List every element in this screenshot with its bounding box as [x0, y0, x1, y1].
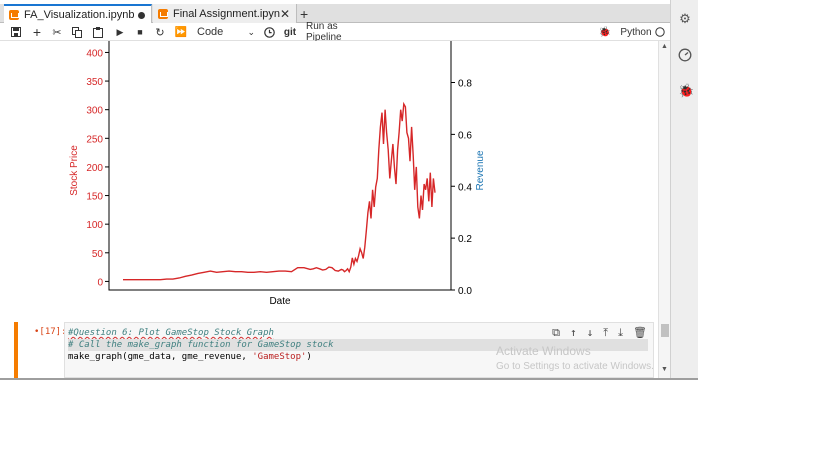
paste-icon[interactable]	[91, 25, 105, 39]
activate-windows-subtitle: Go to Settings to activate Windows.	[496, 361, 654, 372]
y2-tick-label: 0.8	[458, 79, 472, 90]
restart-icon[interactable]: ↻	[155, 26, 165, 39]
insert-below-icon[interactable]: ⤓	[618, 326, 624, 339]
cell-toolbar: ⧉ ↑ ↓ ⤒ ⤓ 🗑	[552, 326, 647, 340]
kernel-status-icon	[654, 25, 666, 39]
modified-marker: •	[34, 327, 40, 337]
bottom-border	[0, 378, 698, 380]
notebook-icon	[158, 8, 168, 19]
insert-above-icon[interactable]: ⤒	[603, 326, 609, 339]
y-tick-label: 50	[92, 249, 104, 260]
y-tick-label: 400	[86, 48, 103, 59]
cell-active-bar[interactable]	[14, 322, 18, 378]
y2-axis-label: Revenue	[475, 150, 486, 190]
activate-windows-title: Activate Windows	[496, 344, 591, 358]
plot-frame	[108, 41, 452, 291]
scroll-thumb[interactable]	[661, 324, 669, 337]
stock-revenue-chart: 0 50 100 150 200 250 300 350 400 0.0 0.2 0.4 0.6 0.8…	[69, 41, 486, 307]
jupyterlab-window: FA_Visualization.ipynb Final Assignment.…	[0, 4, 670, 378]
right-sidebar: ⚙ 🐞	[670, 0, 698, 378]
clock-icon[interactable]	[262, 25, 276, 39]
y2-tick-label: 0.2	[458, 234, 472, 245]
property-inspector-icon[interactable]: ⚙	[679, 11, 691, 26]
run-as-pipeline-button[interactable]: Run as Pipeline	[306, 21, 342, 43]
y2-tick-label: 0.6	[458, 130, 472, 141]
fast-forward-icon[interactable]: ⏩	[174, 26, 188, 38]
cut-icon[interactable]: ✂	[52, 26, 62, 39]
delete-cell-icon[interactable]: 🗑	[633, 326, 647, 339]
code-string: 'GameStop'	[252, 352, 307, 362]
cell-type-select[interactable]: Code ⌄	[197, 25, 255, 39]
scroll-up-icon[interactable]: ▲	[661, 43, 668, 50]
notebook-toolbar: + ✂ ▶ ■ ↻ ⏩ Code ⌄ git Run as Pipeline 🐞…	[0, 21, 670, 43]
code-line[interactable]: make_graph(gme_data, gme_revenue, 'GameS…	[68, 351, 312, 363]
code-line[interactable]: # Call the make_graph function for GameS…	[68, 339, 648, 351]
y-tick-label: 150	[86, 192, 103, 203]
y-tick-label: 300	[86, 106, 103, 117]
code-call-end: )	[306, 352, 312, 362]
bug-icon[interactable]: 🐞	[598, 26, 612, 38]
tab-fa-visualization[interactable]: FA_Visualization.ipynb	[4, 4, 152, 24]
copy-icon[interactable]	[70, 25, 84, 39]
y-tick-label: 350	[86, 77, 103, 88]
move-down-icon[interactable]: ↓	[586, 326, 594, 339]
unsaved-dot-icon[interactable]	[138, 11, 145, 19]
tab-bar: FA_Visualization.ipynb Final Assignment.…	[0, 4, 670, 24]
y-tick-label: 0	[97, 277, 103, 288]
tab-final-assignment[interactable]: Final Assignment.ipynb ✕	[153, 4, 297, 23]
chevron-down-icon: ⌄	[247, 26, 255, 37]
add-cell-icon[interactable]: +	[32, 24, 42, 40]
y-tick-label: 250	[86, 134, 103, 145]
add-tab-icon[interactable]: +	[300, 6, 309, 22]
vertical-scrollbar[interactable]: ▲ ▼	[658, 41, 670, 378]
tab-label: FA_Visualization.ipynb	[24, 9, 135, 21]
y2-tick-label: 0.0	[458, 286, 472, 297]
scroll-down-icon[interactable]: ▼	[661, 366, 668, 373]
save-icon[interactable]	[9, 25, 23, 39]
notebook-content[interactable]: 0 50 100 150 200 250 300 350 400 0.0 0.2 0.4 0.6 0.8…	[4, 41, 658, 378]
move-up-icon[interactable]: ↑	[570, 326, 577, 339]
right-ticks: 0.0 0.2 0.4 0.6 0.8	[451, 79, 472, 297]
kernel-name[interactable]: Python	[620, 26, 652, 38]
y-axis-label: Stock Price	[69, 145, 80, 196]
left-ticks: 0 50 100 150 200 250 300 350 400	[86, 48, 109, 288]
duplicate-cell-icon[interactable]: ⧉	[552, 326, 561, 339]
axes	[108, 41, 452, 291]
close-icon[interactable]: ✕	[279, 6, 290, 21]
code-editor[interactable]: #Question 6: Plot GameStop Stock Graph #…	[64, 322, 654, 378]
y2-tick-label: 0.4	[458, 182, 472, 193]
x-axis-label: Date	[269, 296, 291, 307]
stock-price-line	[123, 101, 436, 281]
run-icon[interactable]: ▶	[116, 26, 124, 37]
stop-icon[interactable]: ■	[137, 27, 143, 37]
code-call: make_graph(gme_data, gme_revenue,	[68, 352, 253, 362]
notebook-icon	[9, 10, 19, 20]
gauge-icon[interactable]	[678, 48, 692, 62]
debugger-icon[interactable]: 🐞	[678, 83, 695, 98]
y-tick-label: 200	[86, 163, 103, 174]
y-tick-label: 100	[86, 220, 103, 231]
cell-type-value: Code	[197, 26, 224, 38]
execution-count: [17]:	[39, 327, 67, 337]
cell-prompt: •[17]:	[34, 327, 67, 337]
git-button[interactable]: git	[283, 26, 297, 38]
code-cell[interactable]: •[17]: #Question 6: Plot GameStop Stock …	[14, 322, 654, 378]
tab-label: Final Assignment.ipynb	[173, 7, 280, 20]
code-line[interactable]: #Question 6: Plot GameStop Stock Graph	[68, 328, 274, 338]
